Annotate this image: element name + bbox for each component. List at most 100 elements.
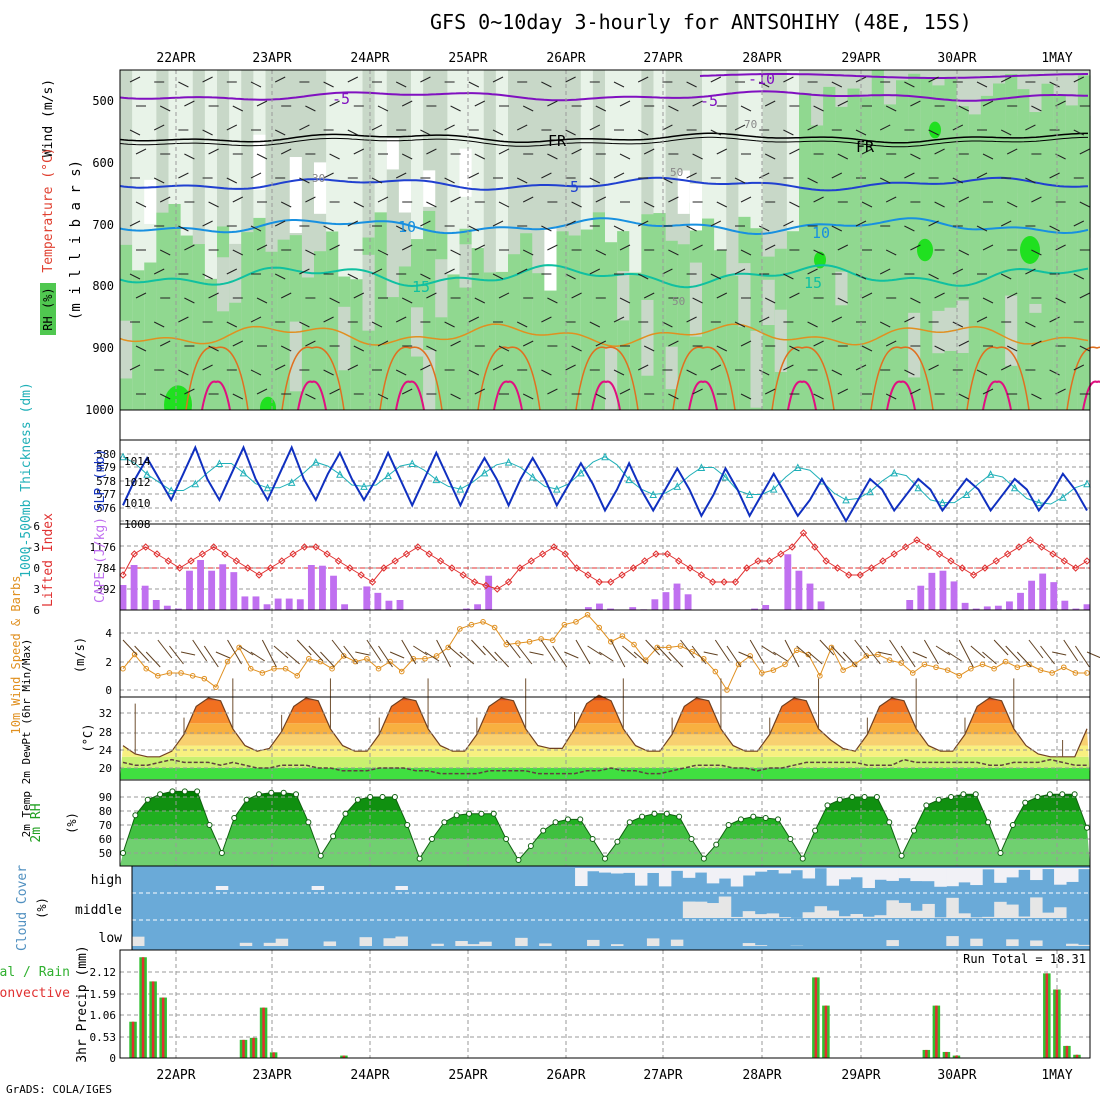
wind-barb <box>692 100 703 107</box>
thickness-point <box>649 490 658 498</box>
wind-barb <box>482 645 498 662</box>
wind-barb <box>377 393 389 400</box>
low-cloud <box>1030 940 1043 946</box>
rh-shade <box>495 271 509 410</box>
wind-speed-point <box>782 661 788 668</box>
rh-point <box>1009 822 1016 828</box>
li-point <box>709 578 717 586</box>
wind-barb <box>1000 76 1012 83</box>
precip-convective-bar <box>1055 989 1059 1058</box>
wind-barb <box>498 148 510 155</box>
wind-barb <box>547 297 558 304</box>
thickness-point <box>673 482 682 490</box>
cape-tick: 784 <box>96 562 116 575</box>
wind-barb <box>547 388 558 395</box>
li-point <box>538 550 547 558</box>
rh-shade <box>386 269 400 410</box>
wind-barb <box>424 651 440 662</box>
wind-barb <box>813 249 824 256</box>
wind-speed-point <box>921 661 928 668</box>
rh-shade <box>726 275 739 410</box>
high-cloud <box>898 868 911 879</box>
precip-label-convective: Convective <box>0 986 70 1001</box>
wind-barb <box>226 124 238 131</box>
temp-band <box>120 700 1090 712</box>
wind-barb <box>274 273 286 280</box>
rh-point <box>305 819 312 826</box>
precip-tick: 1.59 <box>90 988 117 1001</box>
surface-gap <box>119 409 1091 441</box>
wind-speed-point <box>1049 670 1055 676</box>
li-point <box>913 536 921 544</box>
wind-barb <box>595 393 607 400</box>
wind-barb <box>299 268 310 275</box>
cape-bar <box>363 586 371 610</box>
li-point <box>731 578 740 586</box>
wind-barb <box>813 105 824 112</box>
wind-barb <box>250 81 262 88</box>
li-point <box>493 585 501 593</box>
rh-shade <box>374 212 388 410</box>
wind-barb <box>807 124 818 131</box>
li-tick: 3 <box>33 583 40 596</box>
rh-band <box>120 811 1090 825</box>
wind-barb <box>450 196 461 203</box>
wind-barb <box>159 340 171 347</box>
rh-shade <box>993 83 1006 278</box>
wind-barb <box>637 129 649 136</box>
wind-barb <box>401 153 413 160</box>
thickness-point <box>408 459 417 467</box>
slp-tick: 1014 <box>124 455 151 468</box>
mid-cloud <box>982 916 995 918</box>
cape-bar <box>119 585 127 610</box>
thickness-tick: 577 <box>96 488 116 501</box>
isotherm-15 <box>119 264 1089 289</box>
mid-cloud <box>730 916 744 918</box>
low-cloud <box>239 942 253 946</box>
wind-barb <box>232 105 244 112</box>
cape-bar <box>252 596 260 610</box>
wind-barb <box>564 651 579 659</box>
li-point <box>822 557 830 565</box>
wind-speed-point <box>457 626 463 632</box>
rh-tick: 90 <box>99 791 112 804</box>
wind-barb <box>879 321 891 328</box>
low-cloud <box>754 945 768 946</box>
rh-band <box>120 797 1090 811</box>
wind-barb <box>861 201 873 208</box>
rh-point <box>478 810 485 817</box>
high-cloud <box>790 868 804 871</box>
rh-point <box>490 810 497 817</box>
rh-point <box>231 815 238 821</box>
li-point <box>1060 557 1069 565</box>
wind-barb <box>1000 364 1012 371</box>
li-point <box>629 564 638 572</box>
li-point <box>346 564 354 572</box>
li-tick: 0 <box>33 562 40 575</box>
wind-barb <box>516 177 528 184</box>
wind-barb <box>226 268 238 275</box>
high-cloud <box>958 868 971 883</box>
rh-shade <box>447 274 461 410</box>
rh-shade <box>338 306 351 371</box>
li-point <box>334 557 343 565</box>
wind-barb <box>323 369 334 376</box>
wind-barb <box>353 345 365 352</box>
wind-barb <box>589 177 601 184</box>
thickness-point <box>119 452 127 461</box>
wind-barb <box>589 321 601 328</box>
wind-barb <box>662 268 673 275</box>
low-cloud <box>946 936 959 946</box>
wind-tick: 4 <box>105 627 112 640</box>
rh-shade <box>556 231 570 410</box>
wind-barb <box>734 124 746 131</box>
isotherm-25 <box>870 346 934 411</box>
rh-shade <box>386 138 400 170</box>
wind-barb <box>450 105 461 112</box>
rh-point <box>503 836 510 842</box>
li-point <box>572 564 581 572</box>
rh-shade <box>326 231 339 410</box>
wind-barb <box>613 172 625 179</box>
wind-barb <box>135 148 147 155</box>
